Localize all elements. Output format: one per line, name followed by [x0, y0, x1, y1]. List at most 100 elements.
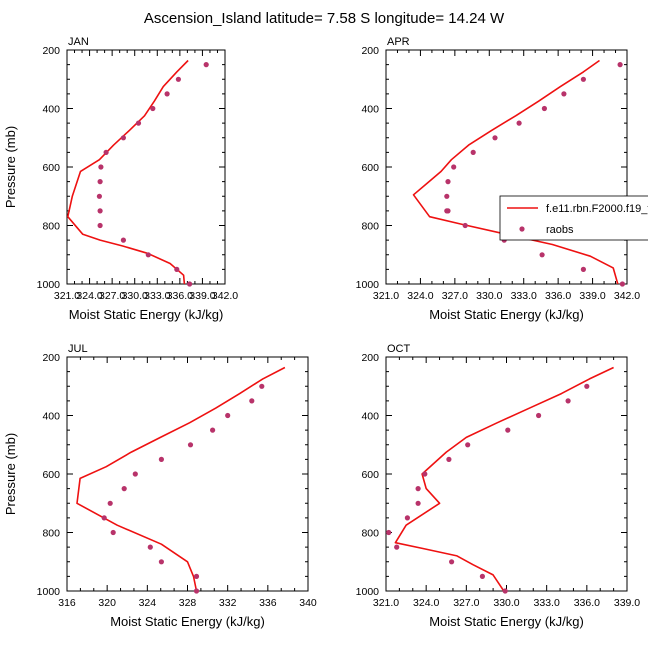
- chart-panel-jan: JAN 321.0324.0327.0330.0333.0336.0339.034…: [3, 36, 238, 322]
- raobs-point: [505, 427, 511, 433]
- y-tick-label: 1000: [356, 586, 380, 598]
- raobs-point: [492, 135, 498, 141]
- legend: f.e11.rbn.F2000.f19_f19.001 raobs: [499, 195, 648, 241]
- x-tick-label: 342.0: [614, 290, 640, 302]
- raobs-point: [120, 135, 126, 141]
- y-tick-label: 200: [361, 45, 379, 57]
- y-tick-label: 800: [42, 221, 60, 233]
- y-tick-label: 200: [42, 352, 60, 364]
- raobs-point: [145, 252, 151, 258]
- raobs-point: [584, 383, 590, 389]
- y-tick-label: 600: [42, 162, 60, 174]
- raobs-point: [422, 471, 428, 477]
- x-tick-label: 336.0: [574, 597, 600, 609]
- legend-obs-marker: [519, 226, 525, 232]
- model-line: [67, 59, 189, 284]
- y-tick-label: 800: [361, 221, 379, 233]
- x-tick-label: 336.0: [167, 290, 193, 302]
- y-axis-label: Pressure (mb): [3, 126, 18, 208]
- model-line: [76, 366, 286, 591]
- raobs-point: [164, 91, 170, 97]
- x-axis-label: Moist Static Energy (kJ/kg): [69, 307, 224, 322]
- raobs-point: [444, 193, 450, 199]
- model-line: [394, 366, 614, 591]
- x-tick-label: 340: [299, 597, 317, 609]
- raobs-point: [98, 164, 104, 170]
- raobs-point: [479, 573, 485, 580]
- raobs-point: [415, 486, 421, 492]
- x-tick-label: 327.0: [442, 290, 468, 302]
- raobs-point: [121, 486, 127, 492]
- plot-data: [76, 366, 286, 591]
- raobs-point: [132, 471, 138, 477]
- raobs-point: [96, 193, 102, 199]
- plot-data: [394, 366, 614, 591]
- raobs-point: [97, 179, 103, 185]
- raobs-point: [449, 559, 455, 565]
- raobs-point: [404, 515, 410, 521]
- raobs-point: [259, 383, 265, 389]
- raobs-point: [110, 529, 116, 536]
- raobs-point: [561, 91, 567, 97]
- x-tick-label: 328: [179, 597, 197, 609]
- x-tick-label: 333.0: [511, 290, 537, 302]
- y-tick-label: 200: [42, 45, 60, 57]
- y-axis-label: Pressure (mb): [3, 433, 18, 515]
- raobs-point: [462, 222, 468, 229]
- raobs-point: [617, 62, 623, 68]
- x-tick-label: 339.0: [614, 597, 640, 609]
- y-tick-label: 400: [361, 104, 379, 116]
- x-tick-label: 339.0: [579, 290, 605, 302]
- raobs-point: [187, 281, 193, 287]
- x-tick-label: 342.0: [212, 290, 238, 302]
- raobs-point: [147, 544, 153, 550]
- x-tick-label: 336: [259, 597, 277, 609]
- y-tick-label: 800: [361, 528, 379, 540]
- x-tick-label: 327.0: [453, 597, 479, 609]
- plot-data: [412, 59, 619, 284]
- x-tick-label: 330.0: [476, 290, 502, 302]
- raobs-point: [415, 500, 421, 506]
- x-tick-label: 321.0: [373, 597, 399, 609]
- raobs-point: [203, 62, 209, 68]
- x-tick-label: 339.0: [189, 290, 215, 302]
- y-tick-label: 400: [42, 411, 60, 423]
- raobs-point: [187, 442, 194, 448]
- x-tick-label: 316: [58, 597, 76, 609]
- panel-title: APR: [387, 36, 410, 48]
- raobs-point: [174, 266, 180, 272]
- raobs-point: [158, 559, 164, 565]
- raobs-point: [516, 120, 522, 126]
- x-tick-label: 324: [139, 597, 157, 609]
- chart-panel-apr: APR 321.0 324.0 327.0 330.0 333.0 336.0 339.0 34…: [356, 36, 641, 322]
- raobs-point: [502, 588, 508, 594]
- raobs-point: [150, 105, 156, 112]
- y-tick-label: 800: [42, 528, 60, 540]
- raobs-point: [193, 573, 200, 580]
- panel-title: JUL: [68, 343, 88, 355]
- panel-title: OCT: [387, 343, 411, 355]
- x-tick-label: 330.0: [122, 290, 148, 302]
- raobs-point: [539, 252, 545, 258]
- x-tick-label: 320: [98, 597, 116, 609]
- raobs-point: [97, 208, 103, 214]
- x-axis-label: Moist Static Energy (kJ/kg): [429, 307, 584, 322]
- legend-model-label: f.e11.rbn.F2000.f19_f19.001: [546, 203, 648, 215]
- raobs-point: [103, 149, 109, 155]
- raobs-point: [580, 266, 587, 272]
- raobs-point: [580, 76, 587, 82]
- raobs-point: [446, 456, 452, 462]
- raobs-point: [445, 179, 451, 185]
- plot-frame: [66, 49, 226, 285]
- y-tick-label: 400: [42, 104, 60, 116]
- raobs-point: [158, 456, 164, 462]
- y-tick-label: 400: [361, 411, 379, 423]
- x-tick-label: 324.0: [76, 290, 102, 302]
- raobs-point: [97, 222, 103, 229]
- y-tick-label: 600: [361, 469, 379, 481]
- x-tick-label: 324.0: [413, 597, 439, 609]
- y-tick-label: 1000: [356, 279, 380, 291]
- legend-box: [499, 195, 648, 241]
- raobs-point: [451, 164, 457, 170]
- x-tick-label: 333.0: [534, 597, 560, 609]
